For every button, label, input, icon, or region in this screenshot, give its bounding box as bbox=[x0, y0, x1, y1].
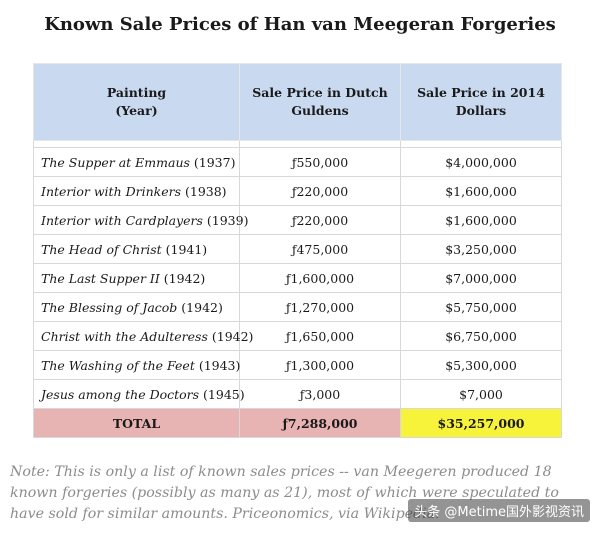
total-guldens: ƒ7,288,000 bbox=[239, 408, 401, 438]
dollars-cell: $5,750,000 bbox=[400, 292, 562, 322]
table-row: The Blessing of Jacob (1942) ƒ1,270,000 … bbox=[33, 292, 562, 322]
table-row: Christ with the Adulteress (1942) ƒ1,650… bbox=[33, 321, 562, 351]
guldens-cell: ƒ475,000 bbox=[239, 234, 401, 264]
painting-year: (1942) bbox=[177, 299, 223, 315]
dollars-cell: $3,250,000 bbox=[400, 234, 562, 264]
dollars-cell: $1,600,000 bbox=[400, 176, 562, 206]
painting-year: (1942) bbox=[159, 270, 206, 286]
dollars-cell: $6,750,000 bbox=[400, 321, 562, 351]
watermark: 头条 @Metime国外影视资讯 bbox=[408, 499, 590, 522]
table-title: Known Sale Prices of Han van Meegeran Fo… bbox=[44, 14, 556, 35]
table-row: Interior with Drinkers (1938) ƒ220,000 $… bbox=[33, 176, 562, 206]
painting-title: The Last Supper II bbox=[41, 270, 160, 286]
painting-year: (1937) bbox=[189, 154, 236, 170]
painting-cell: Jesus among the Doctors (1945) bbox=[33, 379, 245, 409]
painting-year: (1938) bbox=[181, 183, 227, 199]
spacer-row bbox=[33, 140, 562, 148]
table-row: The Last Supper II (1942) ƒ1,600,000 $7,… bbox=[33, 263, 562, 293]
painting-title: Interior with Drinkers bbox=[41, 183, 182, 199]
painting-year: (1942) bbox=[207, 328, 254, 344]
table-row: Interior with Cardplayers (1939) ƒ220,00… bbox=[33, 205, 562, 235]
painting-year: (1939) bbox=[202, 212, 249, 228]
header-row: Painting (Year) Sale Price in Dutch Guld… bbox=[33, 63, 562, 141]
header-guldens-line1: Sale Price in Dutch bbox=[252, 85, 388, 100]
guldens-cell: ƒ550,000 bbox=[239, 147, 401, 177]
painting-title: Interior with Cardplayers bbox=[41, 212, 203, 228]
painting-cell: The Head of Christ (1941) bbox=[33, 234, 240, 264]
dollars-cell: $7,000 bbox=[400, 379, 562, 409]
table-row: The Head of Christ (1941) ƒ475,000 $3,25… bbox=[33, 234, 562, 264]
painting-title: The Supper at Emmaus bbox=[41, 154, 190, 170]
header-dollars-line1: Sale Price in 2014 bbox=[417, 85, 545, 100]
painting-year: (1941) bbox=[161, 241, 208, 257]
header-painting-line2: (Year) bbox=[115, 103, 158, 118]
header-guldens-line2: Guldens bbox=[291, 103, 349, 118]
guldens-cell: ƒ1,650,000 bbox=[239, 321, 401, 351]
forgeries-price-table: Painting (Year) Sale Price in Dutch Guld… bbox=[33, 63, 562, 438]
painting-title: The Head of Christ bbox=[41, 241, 162, 257]
painting-year: (1943) bbox=[194, 357, 241, 373]
dollars-cell: $5,300,000 bbox=[400, 350, 562, 380]
dollars-cell: $1,600,000 bbox=[400, 205, 562, 235]
guldens-cell: ƒ3,000 bbox=[239, 379, 401, 409]
dollars-cell: $7,000,000 bbox=[400, 263, 562, 293]
painting-title: The Blessing of Jacob bbox=[41, 299, 178, 315]
table-row: Jesus among the Doctors (1945) ƒ3,000 $7… bbox=[33, 379, 562, 409]
painting-year: (1945) bbox=[199, 386, 245, 402]
painting-title: Jesus among the Doctors bbox=[41, 386, 200, 402]
painting-cell: The Last Supper II (1942) bbox=[33, 263, 240, 293]
footnote: Note: This is only a list of known sales… bbox=[10, 464, 559, 522]
painting-cell: The Washing of the Feet (1943) bbox=[33, 350, 241, 380]
header-painting-line1: Painting bbox=[106, 85, 167, 100]
guldens-cell: ƒ1,270,000 bbox=[239, 292, 401, 322]
total-label: TOTAL bbox=[33, 408, 240, 438]
total-row: TOTAL ƒ7,288,000 $35,257,000 bbox=[33, 408, 562, 438]
total-dollars: $35,257,000 bbox=[400, 408, 562, 438]
guldens-cell: ƒ220,000 bbox=[239, 176, 401, 206]
painting-title: Christ with the Adulteress bbox=[41, 328, 208, 344]
guldens-cell: ƒ1,300,000 bbox=[239, 350, 401, 380]
painting-cell: Interior with Cardplayers (1939) bbox=[33, 205, 248, 235]
painting-cell: Interior with Drinkers (1938) bbox=[33, 176, 240, 206]
guldens-cell: ƒ220,000 bbox=[239, 205, 401, 235]
table-row: The Washing of the Feet (1943) ƒ1,300,00… bbox=[33, 350, 562, 380]
painting-cell: The Blessing of Jacob (1942) bbox=[33, 292, 240, 322]
dollars-cell: $4,000,000 bbox=[400, 147, 562, 177]
header-dollars-line2: Dollars bbox=[455, 103, 507, 118]
painting-cell: Christ with the Adulteress (1942) bbox=[33, 321, 253, 351]
header-dollars: Sale Price in 2014 Dollars bbox=[400, 63, 562, 141]
header-guldens: Sale Price in Dutch Guldens bbox=[239, 63, 401, 141]
table-row: The Supper at Emmaus (1937) ƒ550,000 $4,… bbox=[33, 147, 562, 177]
header-painting: Painting (Year) bbox=[33, 63, 240, 141]
painting-cell: The Supper at Emmaus (1937) bbox=[33, 147, 240, 177]
painting-title: The Washing of the Feet bbox=[41, 357, 195, 373]
guldens-cell: ƒ1,600,000 bbox=[239, 263, 401, 293]
